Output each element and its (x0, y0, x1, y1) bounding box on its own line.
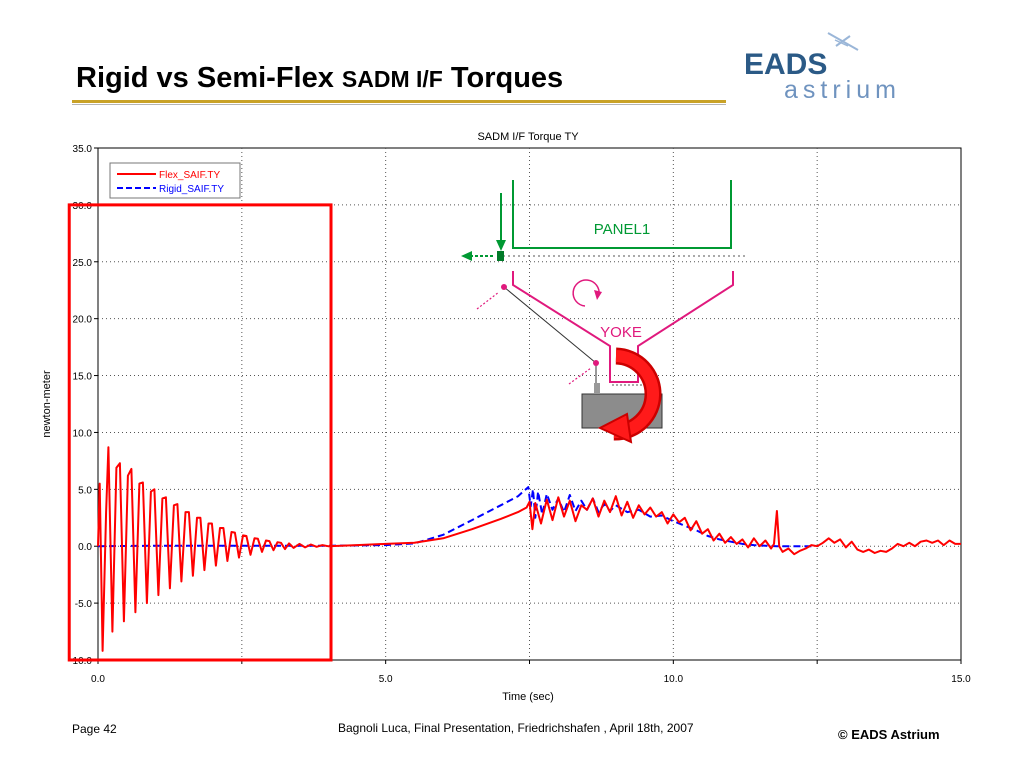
torque-chart: -10.0-5.00.05.010.015.020.025.030.035.0 … (41, 131, 971, 703)
y-tick-labels: -10.0-5.00.05.010.015.020.025.030.035.0 (69, 144, 92, 667)
logo-astrium-text: astrium (784, 76, 901, 104)
y-tick-label: 10.0 (73, 428, 93, 439)
y-tick-label: 0.0 (78, 542, 92, 553)
footer-copyright: © EADS Astrium (838, 727, 940, 742)
title-part-3: Torques (442, 62, 564, 94)
y-tick-label: -5.0 (75, 599, 93, 610)
logo-eads-text: EADS (744, 48, 827, 81)
legend-label-rigid: Rigid_SAIF.TY (159, 184, 224, 195)
legend-label-flex: Flex_SAIF.TY (159, 170, 220, 181)
series-layer (97, 446, 961, 652)
moment-arrow-lower (568, 367, 592, 385)
x-tick-label: 10.0 (664, 674, 684, 685)
chart-title: SADM I/F Torque TY (477, 131, 579, 143)
x-axis-label: Time (sec) (502, 691, 554, 703)
series-flex-line (97, 446, 961, 652)
hinge-point (497, 251, 504, 261)
panel-outline (512, 180, 732, 249)
moment-arrow-upper (476, 291, 500, 310)
y-tick-label: 15.0 (73, 372, 93, 383)
logo-star-icon (827, 32, 859, 51)
pivot-point-lower (593, 360, 599, 366)
x-tick-label: 15.0 (951, 674, 971, 685)
x-tick-labels: 0.0 5.0 10.0 15.0 (91, 674, 971, 685)
legend: Flex_SAIF.TY Rigid_SAIF.TY (109, 162, 241, 199)
sadm-shaft (594, 383, 600, 394)
eads-astrium-logo: EADS astrium (744, 32, 901, 104)
x-tick-label: 5.0 (379, 674, 393, 685)
sadm-schematic: PANEL1 YOKE (461, 180, 748, 444)
torque-arrow-head (597, 412, 633, 444)
title-part-1: Rigid vs Semi-Flex (76, 62, 342, 94)
y-tick-label: 20.0 (73, 315, 93, 326)
y-tick-label: 5.0 (78, 485, 92, 496)
rotation-arrow-icon (572, 279, 600, 307)
title-underline (72, 100, 726, 103)
yoke-outline (512, 271, 734, 383)
x-tick-label: 0.0 (91, 674, 105, 685)
footer-presentation-info: Bagnoli Luca, Final Presentation, Friedr… (338, 721, 694, 735)
y-tick-label: 25.0 (73, 258, 93, 269)
rotation-arrow-head (594, 290, 602, 300)
y-tick-label: 35.0 (73, 144, 93, 155)
title-part-2: SADM I/F (341, 66, 443, 92)
highlight-box (67, 203, 333, 662)
panel-label: PANEL1 (594, 221, 650, 238)
y-axis-label: newton-meter (41, 370, 53, 438)
title-underline-shadow (72, 104, 726, 105)
legend-box (109, 162, 241, 199)
force-arrow-down-head (496, 240, 506, 251)
yoke-arm-line (503, 286, 597, 364)
yoke-label: YOKE (600, 324, 642, 341)
pivot-point-upper (501, 284, 507, 290)
footer-page-number: Page 42 (72, 722, 117, 736)
force-arrow-left-head (461, 251, 472, 261)
slide-title: Rigid vs Semi-Flex SADM I/F Torques (76, 58, 563, 95)
